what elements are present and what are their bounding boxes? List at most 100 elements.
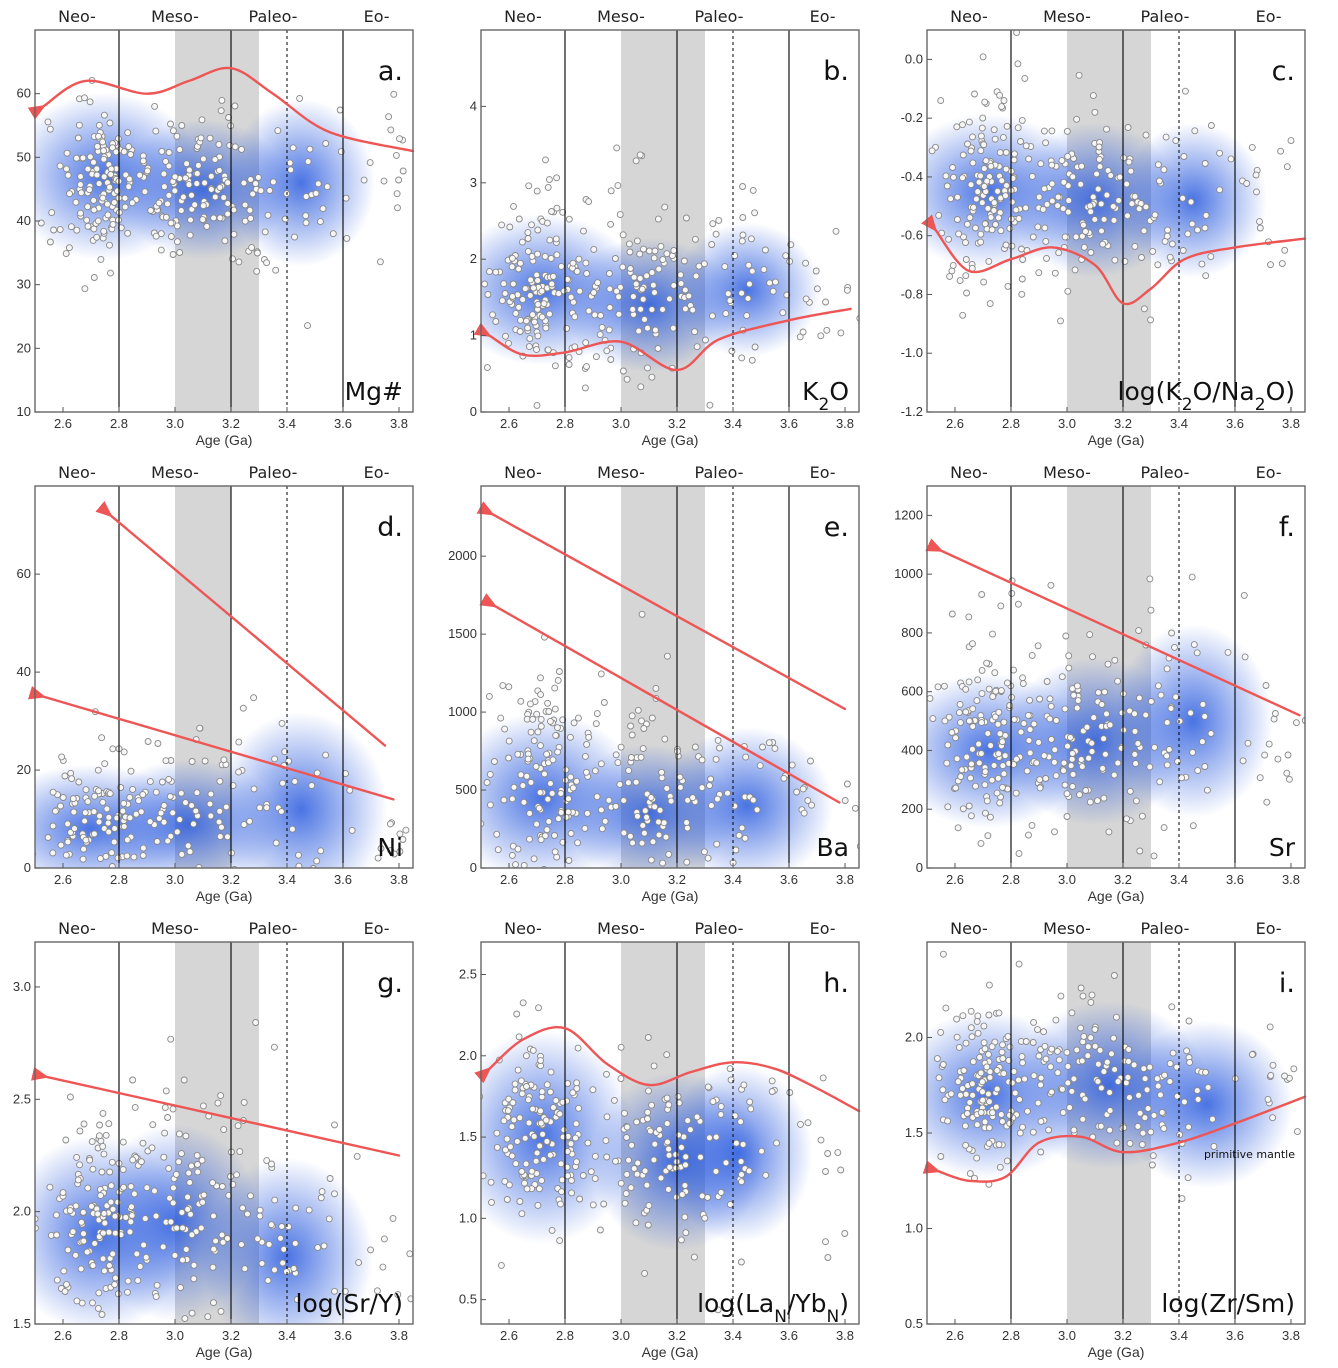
data-point	[1013, 755, 1020, 763]
data-point	[511, 1080, 519, 1088]
data-point	[1110, 216, 1118, 224]
data-point	[1207, 122, 1215, 129]
data-point	[1059, 1109, 1067, 1117]
data-point	[953, 1015, 961, 1023]
data-point	[972, 224, 979, 232]
data-point	[178, 122, 186, 129]
data-point	[1070, 1126, 1078, 1134]
x-tick-label: 2.8	[556, 1328, 574, 1343]
data-point	[799, 785, 807, 793]
data-point	[481, 280, 489, 288]
data-point	[519, 296, 527, 304]
data-point	[216, 833, 224, 841]
data-point	[99, 798, 107, 806]
data-point	[536, 789, 544, 796]
data-point	[1041, 224, 1049, 232]
data-point	[158, 778, 166, 786]
data-point	[68, 775, 76, 783]
trend-arrow	[27, 685, 395, 801]
data-point	[261, 228, 269, 236]
data-point	[656, 806, 664, 814]
data-point	[614, 759, 622, 767]
data-point	[856, 843, 859, 850]
data-point	[1267, 1072, 1275, 1079]
data-point	[1086, 202, 1094, 210]
y-tick-label: 1000	[448, 704, 477, 719]
data-point	[619, 231, 627, 239]
data-point	[980, 165, 988, 173]
data-point	[481, 1093, 484, 1100]
data-point	[959, 805, 967, 813]
data-point	[106, 119, 114, 127]
data-point	[1064, 287, 1072, 295]
data-point	[538, 287, 546, 295]
data-point	[1105, 828, 1113, 836]
data-point	[554, 748, 562, 756]
data-point	[804, 797, 812, 805]
data-point	[497, 1261, 505, 1269]
data-point	[320, 1242, 328, 1250]
data-point	[238, 1241, 245, 1248]
data-point	[240, 821, 248, 829]
data-point	[632, 1219, 640, 1227]
data-point	[267, 1221, 275, 1229]
data-point	[160, 1153, 168, 1161]
data-point	[146, 818, 154, 826]
data-point	[977, 839, 985, 847]
data-point	[1183, 1047, 1191, 1055]
data-point	[714, 736, 722, 744]
panel-letter: h.	[823, 968, 849, 999]
data-point	[542, 324, 550, 332]
data-point	[973, 1121, 981, 1129]
data-point	[1244, 739, 1252, 747]
data-point	[633, 237, 641, 245]
data-point	[551, 362, 559, 370]
data-point	[412, 1211, 413, 1214]
data-point	[1147, 316, 1155, 324]
scatter-points	[928, 30, 1295, 325]
data-point	[124, 1288, 131, 1296]
data-point	[271, 1196, 279, 1204]
data-point	[49, 849, 57, 857]
data-point	[1118, 709, 1126, 717]
data-point	[153, 838, 161, 845]
data-point	[1138, 254, 1145, 261]
data-point	[121, 194, 129, 202]
data-point	[520, 861, 528, 868]
data-point	[749, 796, 757, 804]
data-point	[957, 773, 965, 781]
data-point	[745, 1167, 753, 1175]
data-point	[230, 206, 238, 214]
data-point	[623, 1134, 631, 1141]
data-point	[981, 1118, 989, 1126]
data-point	[537, 1057, 545, 1065]
data-point	[1028, 172, 1036, 180]
data-point	[762, 1171, 770, 1179]
data-point	[1140, 1065, 1148, 1073]
data-point	[943, 759, 951, 767]
data-point	[530, 737, 538, 745]
data-point	[1091, 108, 1099, 116]
data-point	[1083, 723, 1091, 731]
data-point	[1155, 177, 1163, 185]
data-point	[198, 1156, 206, 1164]
data-point	[1287, 137, 1295, 145]
data-point	[978, 1078, 986, 1086]
data-point	[107, 1198, 115, 1206]
data-point	[1085, 754, 1093, 762]
data-point	[701, 1214, 709, 1222]
data-point	[517, 898, 523, 904]
data-point	[519, 999, 527, 1007]
data-point	[217, 1307, 225, 1315]
data-point	[962, 685, 970, 693]
data-point	[677, 280, 685, 288]
data-point	[1061, 781, 1069, 789]
x-tick-label: 3.0	[612, 872, 630, 887]
data-point	[713, 840, 721, 848]
data-point	[100, 825, 108, 833]
era-label: Neo-	[504, 919, 542, 938]
data-point	[600, 699, 608, 706]
data-point	[524, 755, 532, 763]
data-point	[602, 1137, 610, 1145]
data-point	[1243, 180, 1251, 187]
